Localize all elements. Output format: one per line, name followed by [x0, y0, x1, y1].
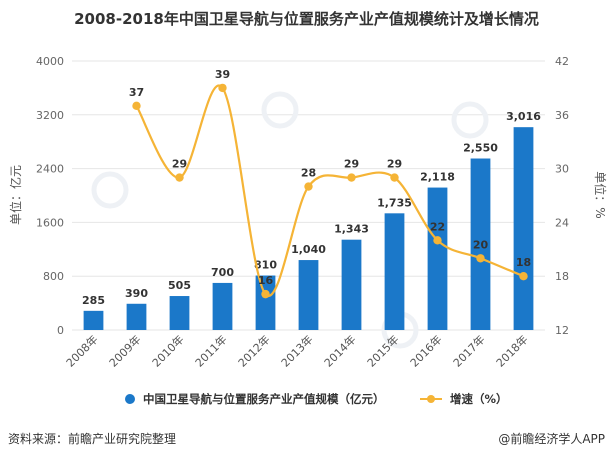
watermark-mark-2 — [451, 101, 489, 139]
right-tick-label: 30 — [555, 163, 569, 176]
chart-title: 2008-2018年中国卫星导航与位置服务产业产值规模统计及增长情况 — [74, 10, 539, 28]
bar-2016年 — [427, 187, 448, 330]
growth-point-2015年 — [390, 173, 399, 182]
bar-label-2017年: 2,550 — [463, 142, 498, 155]
bar-label-2013年: 1,040 — [291, 243, 326, 256]
bar-label-2008年: 285 — [82, 294, 105, 307]
growth-label-2016年: 22 — [430, 220, 445, 233]
x-tick-2015年: 2015年 — [364, 332, 401, 369]
watermark-mark-1 — [261, 91, 299, 129]
bar-2017年 — [470, 158, 491, 330]
x-axis-ticks: 2008年 2009年 2010年 2011年 2012年 2013年 2014年 2015年… — [63, 332, 530, 369]
bar-series — [83, 127, 534, 330]
source-note: 资料来源：前瞻产业研究院整理 — [8, 432, 177, 446]
bar-2008年 — [83, 310, 104, 330]
x-tick-2014年: 2014年 — [321, 332, 358, 369]
x-tick-2008年: 2008年 — [63, 332, 100, 369]
right-axis-ticks: 12 18 24 30 36 42 — [555, 55, 569, 337]
bar-2013年 — [298, 260, 319, 330]
bar-label-2018年: 3,016 — [506, 110, 541, 123]
bar-2009年 — [126, 303, 147, 330]
growth-point-2018年 — [519, 272, 528, 281]
legend-bar-label: 中国卫星导航与位置服务产业产值规模（亿元） — [143, 392, 385, 406]
left-axis-title: 单位：亿元 — [8, 165, 23, 225]
bar-2014年 — [341, 239, 362, 330]
growth-line — [135, 84, 524, 297]
growth-point-2009年 — [132, 101, 141, 111]
x-tick-2009年: 2009年 — [106, 332, 143, 369]
left-tick-label: 4000 — [36, 55, 64, 68]
growth-label-2015年: 29 — [387, 158, 402, 171]
brand-note: @前瞻经济学人APP — [498, 432, 605, 446]
x-tick-2017年: 2017年 — [450, 332, 487, 369]
bar-label-2016年: 2,118 — [420, 171, 455, 184]
growth-point-2016年 — [433, 236, 442, 245]
x-tick-2013年: 2013年 — [278, 332, 315, 369]
legend-line-label: 增速（%） — [450, 392, 508, 406]
left-tick-label: 1600 — [36, 216, 64, 229]
x-tick-2018年: 2018年 — [493, 332, 530, 369]
right-tick-label: 12 — [555, 324, 569, 337]
growth-label-2014年: 29 — [344, 158, 359, 171]
left-tick-label: 0 — [57, 324, 64, 337]
right-tick-label: 36 — [555, 109, 569, 122]
bar-label-2014年: 1,343 — [334, 223, 369, 236]
legend-bar-marker — [125, 394, 135, 404]
bar-label-2009年: 390 — [125, 287, 148, 300]
growth-label-2012年: 16 — [258, 274, 274, 287]
right-tick-label: 42 — [555, 55, 569, 68]
watermark-mark-0 — [91, 171, 129, 209]
watermark — [91, 91, 489, 349]
bar-2018年 — [513, 127, 534, 330]
bar-label-2010年: 505 — [168, 279, 191, 292]
growth-point-2014年 — [347, 173, 356, 182]
legend: 中国卫星导航与位置服务产业产值规模（亿元） 增速（%） — [125, 392, 508, 406]
bar-2011年 — [212, 282, 233, 330]
legend-line-dot — [427, 395, 435, 403]
growth-point-2017年 — [476, 254, 485, 263]
growth-label-2009年: 37 — [129, 86, 144, 99]
growth-line-series: 37 29 39 16 28 29 29 22 20 18 — [129, 68, 531, 299]
left-tick-label: 3200 — [36, 109, 64, 122]
left-tick-label: 2400 — [36, 163, 64, 176]
bar-label-2015年: 1,735 — [377, 196, 412, 209]
growth-label-2011年: 39 — [215, 68, 230, 81]
growth-label-2018年: 18 — [516, 256, 531, 269]
right-tick-label: 18 — [555, 270, 569, 283]
left-tick-label: 800 — [43, 270, 64, 283]
bar-2012年 — [255, 275, 276, 330]
bar-2010年 — [169, 296, 190, 330]
right-axis-title: 单位：% — [593, 171, 608, 218]
growth-point-2011年 — [218, 83, 227, 93]
bar-value-labels: 285 390 505 700 810 1,040 1,343 1,735 2,118 2,550… — [82, 110, 541, 307]
growth-point-2013年 — [304, 182, 313, 191]
right-tick-label: 24 — [555, 216, 569, 229]
growth-label-2017年: 20 — [473, 238, 489, 251]
x-tick-2011年: 2011年 — [192, 332, 229, 369]
x-tick-2010年: 2010年 — [149, 332, 186, 369]
bar-2015年 — [384, 213, 405, 330]
growth-label-2013年: 28 — [301, 167, 316, 180]
growth-label-2010年: 29 — [172, 158, 187, 171]
bar-label-2012年: 810 — [254, 259, 277, 272]
x-tick-2012年: 2012年 — [235, 332, 272, 369]
growth-point-2012年 — [261, 289, 270, 299]
growth-point-2010年 — [175, 173, 184, 182]
left-axis-ticks: 0 800 1600 2400 3200 4000 — [36, 55, 64, 337]
bar-label-2011年: 700 — [211, 266, 234, 279]
